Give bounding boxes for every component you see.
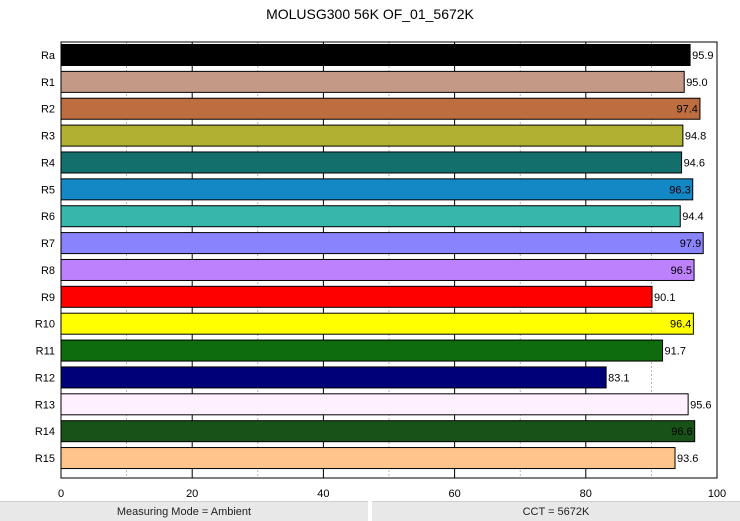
- bar-R14: [60, 420, 696, 443]
- bar-R8: [60, 258, 695, 281]
- bar-R13: [60, 393, 689, 416]
- category-label: R1: [41, 77, 55, 89]
- category-label: R10: [35, 319, 55, 331]
- chart-title: MOLUSG300 56K OF_01_5672K: [266, 6, 474, 22]
- x-tick-label: 20: [186, 488, 198, 500]
- bar-R6: [60, 205, 681, 228]
- bar-R9: [60, 285, 653, 308]
- bar-R1: [60, 70, 685, 93]
- data-label: 90.1: [654, 292, 675, 304]
- data-label: 94.4: [682, 211, 703, 223]
- bar-R15: [60, 447, 676, 470]
- data-label: 94.8: [685, 131, 706, 143]
- bar-R11: [60, 339, 664, 362]
- data-label: 91.7: [665, 346, 686, 358]
- category-label: R2: [41, 104, 55, 116]
- category-label: R15: [35, 453, 55, 465]
- category-label: Ra: [41, 50, 56, 62]
- measuring-mode-label: Measuring Mode = Ambient: [0, 501, 368, 521]
- data-label: 93.6: [677, 453, 698, 465]
- x-tick-label: 60: [448, 488, 460, 500]
- category-label: R3: [41, 131, 55, 143]
- x-tick-label: 0: [58, 488, 64, 500]
- x-tick-label: 40: [317, 488, 329, 500]
- bar-R2: [60, 97, 701, 120]
- x-tick-label: 80: [580, 488, 592, 500]
- bar-Ra: [60, 44, 691, 66]
- data-label: 96.3: [669, 184, 690, 196]
- data-label: 95.9: [692, 50, 713, 62]
- bar-R5: [60, 178, 694, 201]
- category-label: R7: [41, 238, 55, 250]
- data-label: 83.1: [608, 372, 629, 384]
- bar-R10: [60, 312, 694, 335]
- cct-label: CCT = 5672K: [372, 501, 740, 521]
- category-label: R9: [41, 292, 55, 304]
- category-label: R13: [35, 399, 55, 411]
- plot-frame: [60, 41, 718, 479]
- bar-R12: [60, 366, 607, 389]
- data-label: 95.6: [690, 399, 711, 411]
- category-label: R12: [35, 372, 55, 384]
- data-label: 95.0: [686, 77, 707, 89]
- category-label: R6: [41, 211, 55, 223]
- category-label: R14: [35, 426, 55, 438]
- data-label: 96.6: [671, 426, 692, 438]
- bar-R7: [60, 232, 704, 255]
- x-tick-label: 100: [708, 488, 726, 500]
- category-label: R4: [41, 157, 55, 169]
- category-label: R8: [41, 265, 55, 277]
- data-label: 96.4: [670, 319, 691, 331]
- data-label: 97.4: [677, 104, 698, 116]
- data-label: 96.5: [671, 265, 692, 277]
- data-label: 94.6: [684, 157, 705, 169]
- bar-R3: [60, 124, 684, 147]
- bar-R4: [60, 151, 683, 174]
- category-label: R5: [41, 184, 55, 196]
- data-label: 97.9: [680, 238, 701, 250]
- category-label: R11: [36, 346, 55, 358]
